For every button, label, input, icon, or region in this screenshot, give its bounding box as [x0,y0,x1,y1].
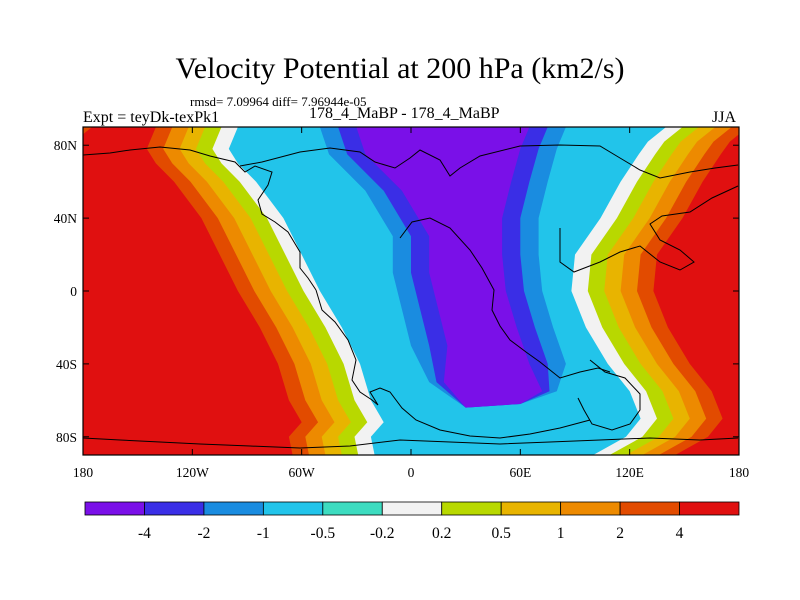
y-tick-label: 40S [56,357,77,372]
colorbar-swatch [381,501,443,516]
case-label: 178_4_MaBP - 178_4_MaBP [309,105,500,122]
y-tick-label: 0 [70,284,77,299]
colorbar-swatch [203,501,264,516]
experiment-label: Expt = teyDk-texPk1 [83,109,220,126]
chart-title: Velocity Potential at 200 hPa (km2/s) [175,52,625,85]
season-label: JJA [712,109,737,126]
coastline-europe-asia [239,144,739,179]
colorbar-swatch [441,501,502,516]
x-tick-label: 60E [509,465,531,480]
coastline-south-america [315,289,591,439]
axes: 180 120W 60W 0 60E 120E 180 80N 40N 0 40S 80S [54,127,750,480]
x-tick-label: 120E [615,465,644,480]
coastline-australia [577,359,641,431]
colorbar-label: -0.5 [311,525,336,542]
colorbar-swatch [144,501,205,516]
colorbar-label: -4 [138,525,151,542]
y-tick-label: 80S [56,430,77,445]
rmsd-subtitle: rmsd= 7.09964 diff= 7.96944e-05 [190,94,367,109]
colorbar-swatch [84,501,145,516]
coastline-americas-north [83,146,317,291]
y-tick-label: 80N [54,138,78,153]
positive-band-4 [653,134,739,455]
colorbar-label: 2 [616,525,624,542]
colorbar-swatch [262,501,324,516]
colorbar-swatch [322,501,383,516]
negative-band--4 [356,127,543,408]
colorbar-swatch [500,501,562,516]
x-tick-label: 0 [408,465,415,480]
contour-field [83,127,739,455]
x-tick-label: 180 [73,465,94,480]
colorbar-label: -1 [257,525,270,542]
coastlines [83,144,739,449]
colorbar-swatch [619,501,680,516]
x-tick-label: 120W [176,465,209,480]
colorbar-label: -2 [197,525,210,542]
coastline-africa-asia [399,217,611,379]
colorbar-label: 1 [557,525,565,542]
colorbar-label: 4 [676,525,684,542]
colorbar-label: 0.5 [491,525,511,542]
y-tick-label: 40N [54,211,78,226]
x-tick-label: 180 [729,465,750,480]
colorbar: -4 -2 -1 -0.5 -0.2 0.2 0.5 1 2 4 [84,501,740,542]
colorbar-swatch [560,501,621,516]
x-tick-label: 60W [289,465,316,480]
coastline-east-asia [559,185,739,273]
positive-band-4 [83,127,302,455]
colorbar-swatch [679,501,740,516]
colorbar-label: -0.2 [370,525,395,542]
colorbar-label: 0.2 [432,525,451,542]
coastline-antarctica [83,437,739,449]
